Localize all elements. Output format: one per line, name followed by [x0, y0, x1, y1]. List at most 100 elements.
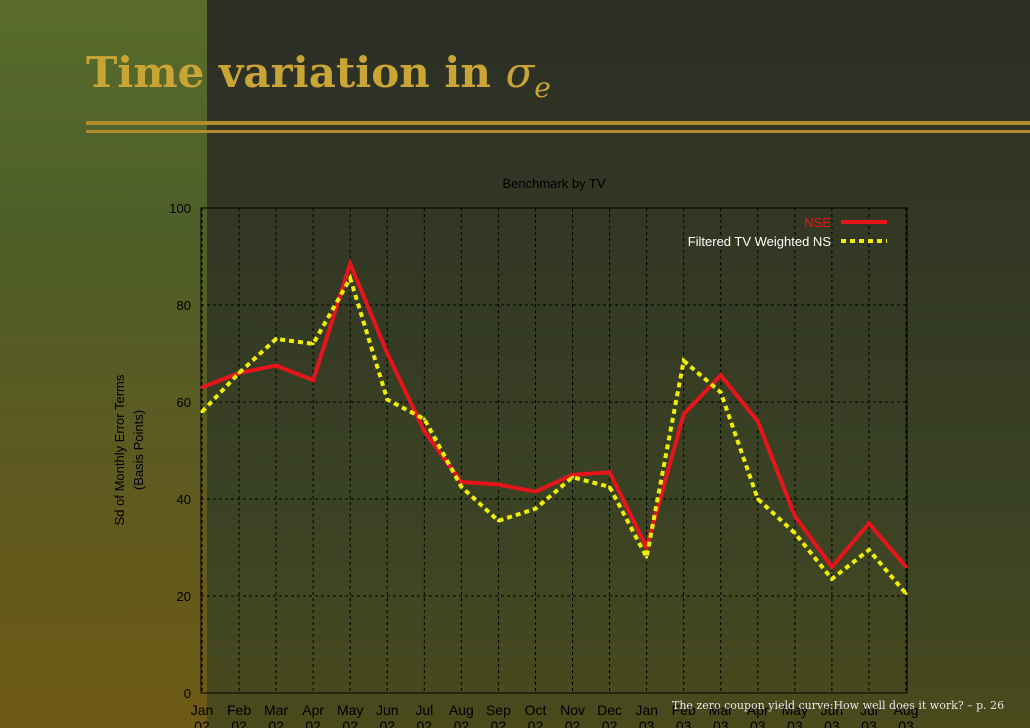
x-tick-label-month: Jan [191, 702, 214, 718]
data-point [422, 417, 426, 421]
data-point [385, 352, 389, 355]
x-tick-label-month: Aug [449, 702, 474, 718]
data-point [719, 390, 723, 394]
x-tick-label-year: 03 [787, 718, 803, 728]
data-point [608, 470, 612, 474]
x-tick-label-year: 02 [602, 718, 618, 728]
data-point [237, 371, 241, 375]
x-tick-label-year: 02 [565, 718, 581, 728]
title-rule-bottom [86, 130, 1030, 133]
x-tick-label-year: 02 [342, 718, 358, 728]
y-tick-label: 20 [177, 589, 191, 604]
x-tick-label-year: 02 [194, 718, 210, 728]
data-point [533, 490, 537, 494]
x-tick-label-year: 03 [898, 718, 914, 728]
data-point [274, 364, 278, 368]
x-tick-label-year: 02 [231, 718, 247, 728]
x-tick-label-month: Mar [709, 702, 733, 718]
x-tick-label-year: 02 [454, 718, 470, 728]
slide-title: Time variation in σe [86, 48, 551, 104]
x-tick-label-month: Jun [376, 702, 399, 718]
plot-frame [200, 207, 908, 694]
x-tick-label-year: 03 [861, 718, 877, 728]
data-point [904, 592, 908, 596]
title-rule-top [86, 121, 1030, 125]
data-point [459, 480, 463, 484]
data-point [533, 507, 537, 511]
y-tick-label: 60 [177, 395, 191, 410]
series-line-filtered-tv-weighted-ns [200, 273, 908, 595]
x-tick-label-month: Nov [560, 702, 585, 718]
legend-label: NSE [804, 215, 831, 230]
data-point [867, 548, 871, 552]
data-point [496, 519, 500, 523]
slide-footer: The zero coupon yield curve:How well doe… [672, 699, 1005, 712]
data-point [682, 412, 686, 416]
x-tick-label-year: 02 [268, 718, 284, 728]
data-point [645, 546, 649, 549]
data-point [793, 531, 797, 535]
x-tick-label-month: May [782, 702, 808, 718]
data-point [682, 359, 686, 363]
x-tick-label-year: 03 [639, 718, 655, 728]
x-tick-label-month: May [337, 702, 363, 718]
data-point [385, 398, 389, 402]
x-tick-label-month: Dec [597, 702, 622, 718]
x-tick-label-year: 03 [713, 718, 729, 728]
sigma-subscript: e [534, 71, 551, 104]
x-tick-label-month: Jun [821, 702, 844, 718]
sigma-symbol: σ [505, 48, 535, 97]
data-point [571, 473, 575, 477]
x-tick-label-year: 03 [750, 718, 766, 728]
x-tick-label-year: 02 [379, 718, 395, 728]
data-point [904, 565, 908, 569]
data-point [830, 565, 834, 569]
y-tick-label: 40 [177, 492, 191, 507]
data-point [200, 410, 204, 414]
x-tick-label-month: Sep [486, 702, 511, 718]
y-tick-label: 80 [177, 298, 191, 313]
data-point [571, 475, 575, 479]
data-point [496, 482, 500, 486]
x-tick-label-year: 02 [491, 718, 507, 728]
x-tick-label-month: Jul [415, 702, 433, 718]
data-point [645, 555, 649, 559]
data-point [459, 485, 463, 489]
x-tick-label-month: Jan [635, 702, 658, 718]
data-point [719, 373, 723, 377]
y-tick-label: 0 [184, 686, 191, 701]
data-point [348, 276, 352, 280]
data-point [608, 485, 612, 489]
x-tick-label-month: Apr [302, 702, 324, 718]
y-tick-label: 100 [169, 201, 191, 216]
data-point [756, 497, 760, 501]
x-tick-label-year: 02 [528, 718, 544, 728]
x-tick-label-month: Jul [860, 702, 878, 718]
x-tick-label-year: 02 [417, 718, 433, 728]
data-point [200, 385, 204, 389]
data-point [311, 342, 315, 346]
x-tick-label-year: 02 [305, 718, 321, 728]
data-point [311, 378, 315, 382]
slide-title-text: Time variation in [86, 48, 491, 97]
data-point [756, 419, 760, 423]
x-tick-label-month: Oct [525, 702, 547, 718]
x-tick-label-month: Apr [747, 702, 769, 718]
y-axis-label: Sd of Monthly Error Terms [112, 374, 127, 525]
data-point [348, 262, 352, 266]
data-point [422, 429, 426, 433]
series-line-nse [201, 257, 908, 571]
data-point [793, 514, 797, 518]
x-tick-label-month: Feb [227, 702, 251, 718]
x-tick-label-year: 03 [676, 718, 692, 728]
x-tick-label-month: Mar [264, 702, 288, 718]
data-point [830, 577, 834, 581]
data-point [274, 337, 278, 341]
data-point [867, 521, 871, 525]
chart-title: Benchmark by TV [502, 176, 605, 191]
y-axis-label-units: (Basis Points) [131, 410, 146, 490]
legend-label: Filtered TV Weighted NS [688, 234, 832, 249]
x-tick-label-month: Feb [672, 702, 696, 718]
x-tick-label-year: 03 [824, 718, 840, 728]
